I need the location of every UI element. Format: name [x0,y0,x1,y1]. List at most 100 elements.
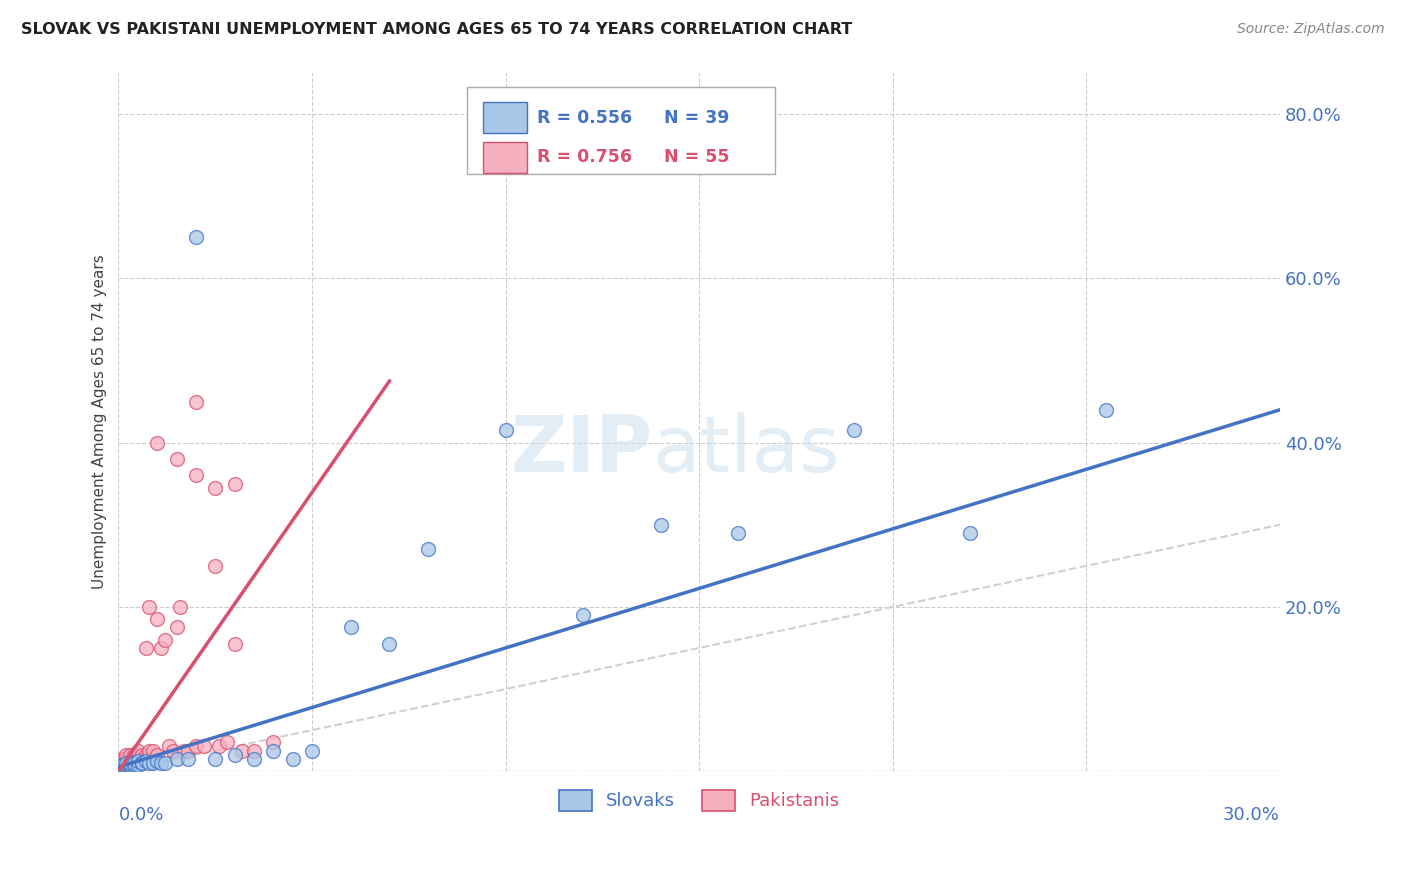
Point [142,756,165,770]
Point [193,739,215,754]
Point [184,230,207,244]
Point [135,752,157,766]
Point [153,632,176,647]
Point [115,747,138,762]
Point [120,757,142,772]
Point [115,756,138,770]
Point [204,481,226,495]
Point [120,752,142,766]
Point [115,757,138,772]
Point [173,743,195,757]
Point [262,735,284,749]
Point [339,620,361,634]
Point [120,756,142,770]
Point [146,612,169,626]
Point [184,468,207,483]
Point [243,743,266,757]
Point [378,637,401,651]
Point [120,760,142,774]
Point [166,620,188,634]
Text: N = 55: N = 55 [665,148,730,167]
Point [122,747,145,762]
Point [204,558,226,573]
Text: 30.0%: 30.0% [1223,806,1279,824]
Point [115,760,138,774]
Point [135,747,157,762]
Point [138,756,160,770]
Point [138,743,160,757]
Text: Source: ZipAtlas.com: Source: ZipAtlas.com [1237,22,1385,37]
Point [162,743,184,757]
Point [215,735,238,749]
Point [127,754,149,768]
Point [111,760,134,774]
Point [146,435,169,450]
Point [184,394,207,409]
Text: SLOVAK VS PAKISTANI UNEMPLOYMENT AMONG AGES 65 TO 74 YEARS CORRELATION CHART: SLOVAK VS PAKISTANI UNEMPLOYMENT AMONG A… [21,22,852,37]
FancyBboxPatch shape [467,87,775,174]
Text: N = 39: N = 39 [665,109,730,127]
Text: atlas: atlas [652,412,841,488]
Text: R = 0.756: R = 0.756 [537,148,631,167]
Point [122,758,145,772]
Point [208,739,231,754]
Point [184,739,207,754]
Point [243,752,266,766]
Point [131,752,153,766]
Point [115,752,138,766]
FancyBboxPatch shape [484,103,527,133]
Point [111,752,134,766]
Point [111,754,134,768]
Point [115,754,138,768]
Y-axis label: Unemployment Among Ages 65 to 74 years: Unemployment Among Ages 65 to 74 years [93,255,107,590]
Point [150,640,173,655]
Point [224,476,246,491]
Point [166,452,188,467]
Point [959,525,981,540]
Legend: Slovaks, Pakistanis: Slovaks, Pakistanis [553,782,846,818]
Point [418,542,440,557]
Point [146,747,169,762]
Point [842,423,865,437]
Point [135,754,157,768]
Point [111,758,134,772]
FancyBboxPatch shape [484,142,527,173]
Point [650,517,672,532]
Point [166,752,188,766]
Point [224,637,246,651]
Point [122,756,145,770]
Point [262,743,284,757]
Point [224,747,246,762]
Point [281,752,304,766]
Text: R = 0.556: R = 0.556 [537,109,631,127]
Point [127,743,149,757]
Point [138,747,160,762]
Point [111,760,134,774]
Point [120,756,142,770]
Point [111,756,134,770]
Point [177,743,200,757]
Text: ZIP: ZIP [510,412,652,488]
Point [111,757,134,772]
Point [122,756,145,770]
Point [204,752,226,766]
Point [115,760,138,774]
Point [495,423,517,437]
Point [131,747,153,762]
Point [727,525,749,540]
Point [122,752,145,766]
Point [572,608,595,623]
Point [138,599,160,614]
Point [131,756,153,770]
Point [127,756,149,770]
Point [131,756,153,770]
Point [127,757,149,772]
Point [157,739,180,754]
Point [177,752,200,766]
Point [150,756,173,770]
Point [146,754,169,768]
Point [115,757,138,772]
Point [142,743,165,757]
Point [153,756,176,770]
Point [1094,402,1116,417]
